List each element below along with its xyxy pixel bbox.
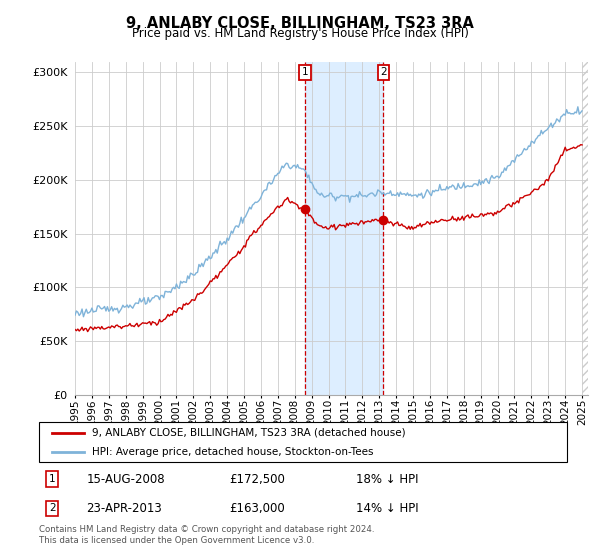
Bar [305, 62, 383, 395]
Bar [582, 62, 589, 395]
Text: 9, ANLABY CLOSE, BILLINGHAM, TS23 3RA: 9, ANLABY CLOSE, BILLINGHAM, TS23 3RA [126, 16, 474, 31]
Text: HPI: Average price, detached house, Stockton-on-Tees: HPI: Average price, detached house, Stoc… [92, 447, 373, 457]
Text: 9, ANLABY CLOSE, BILLINGHAM, TS23 3RA (detached house): 9, ANLABY CLOSE, BILLINGHAM, TS23 3RA (d… [92, 428, 406, 438]
Text: Contains HM Land Registry data © Crown copyright and database right 2024.
This d: Contains HM Land Registry data © Crown c… [39, 525, 374, 545]
Text: 15-AUG-2008: 15-AUG-2008 [86, 473, 165, 486]
Text: 1: 1 [302, 67, 308, 77]
Text: 23-APR-2013: 23-APR-2013 [86, 502, 162, 515]
Text: 18% ↓ HPI: 18% ↓ HPI [356, 473, 418, 486]
Text: £172,500: £172,500 [229, 473, 285, 486]
Text: 1: 1 [49, 474, 56, 484]
Text: 2: 2 [49, 503, 56, 514]
FancyBboxPatch shape [39, 422, 567, 462]
Bar [582, 62, 589, 395]
Text: Price paid vs. HM Land Registry's House Price Index (HPI): Price paid vs. HM Land Registry's House … [131, 27, 469, 40]
Text: 2: 2 [380, 67, 387, 77]
Text: £163,000: £163,000 [229, 502, 285, 515]
Text: 14% ↓ HPI: 14% ↓ HPI [356, 502, 418, 515]
